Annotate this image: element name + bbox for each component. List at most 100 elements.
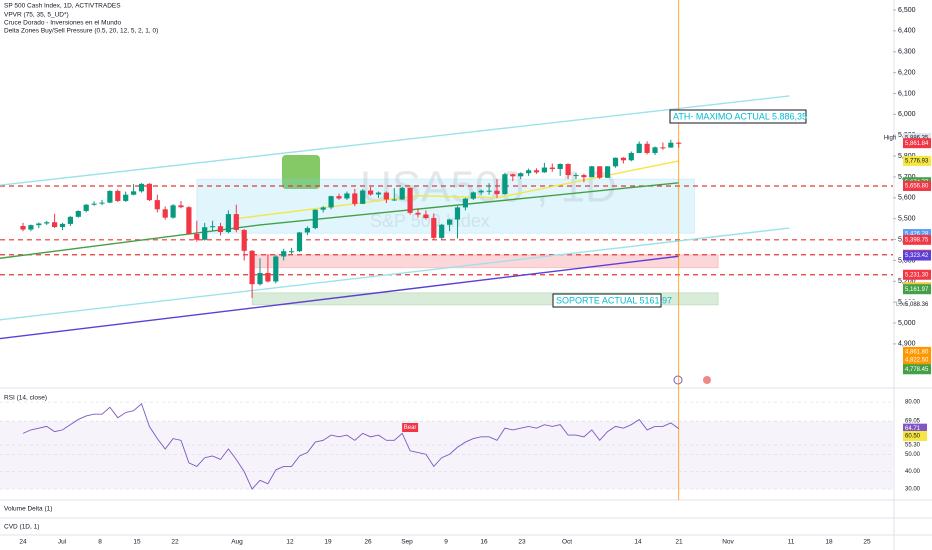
rsi-tick-label: 69.05 — [905, 419, 921, 425]
price-tag — [903, 250, 931, 261]
overlay-line — [0, 227, 790, 321]
y-tick-label: 6,500 — [898, 7, 916, 14]
overlay-line — [0, 182, 679, 259]
price-tag — [903, 364, 931, 375]
candle-body — [502, 174, 508, 195]
candle-body — [431, 218, 437, 238]
candle-body — [75, 210, 81, 217]
candle-body — [154, 200, 160, 210]
price-tag — [903, 234, 931, 245]
price-tag-label: 5,161.97 — [905, 287, 929, 293]
candle-body — [660, 147, 666, 149]
price-tag — [903, 299, 931, 310]
price-tag-label: 5,656.80 — [905, 184, 929, 190]
high-label: High — [884, 136, 896, 142]
candle-body — [447, 219, 453, 225]
candle-body — [170, 205, 176, 218]
candle-body — [83, 204, 89, 211]
candle-body — [296, 232, 303, 252]
candle-body — [344, 193, 350, 199]
overlay-line — [236, 160, 679, 220]
y-tick-label: 6,100 — [898, 90, 916, 97]
candle-body — [565, 164, 571, 176]
candle-body — [289, 251, 295, 253]
x-tick-label: 23 — [518, 539, 526, 546]
rsi-band — [0, 421, 893, 489]
candle-body — [320, 207, 326, 210]
x-tick-label: Jul — [58, 539, 67, 546]
low-label: Low — [896, 302, 908, 308]
candle-body — [423, 214, 429, 219]
watermark: USA500 , 1D — [360, 163, 617, 212]
price-tag-label: 5,861.84 — [905, 141, 929, 147]
y-tick-label: 5,600 — [898, 195, 916, 202]
x-tick-label: 11 — [788, 539, 795, 546]
x-tick-label: 14 — [634, 539, 642, 546]
annotation-text: ATH- MAXIMO ACTUAL 5.886,35 — [673, 111, 807, 121]
y-tick-label: 6,200 — [898, 69, 916, 76]
indicator-label: VPVR (75, 35, 5_UD*) — [4, 12, 69, 19]
candle-body — [138, 183, 145, 192]
x-tick-label: 15 — [133, 539, 141, 546]
price-tag — [903, 155, 931, 166]
y-tick-label: 4,900 — [898, 341, 916, 348]
indicator-label: Cruce Dorado - Inversiones en el Mundo — [4, 20, 121, 27]
candle-body — [478, 190, 484, 193]
candle-body — [454, 207, 461, 220]
y-tick-label: 5,200 — [898, 278, 916, 285]
candle-body — [99, 202, 105, 204]
y-tick-label: 6,000 — [898, 111, 916, 118]
candle-body — [549, 167, 555, 170]
zone — [251, 254, 719, 269]
rsi-tag-label: 60.50 — [905, 434, 921, 440]
candle-body — [518, 173, 524, 177]
candle-body — [439, 224, 445, 238]
price-tag-label: 4,822.50 — [905, 358, 929, 364]
price-tag-label: 4,778.45 — [905, 367, 929, 373]
candle-body — [273, 256, 279, 282]
x-tick-label: 26 — [364, 539, 372, 546]
x-tick-label: 8 — [98, 539, 102, 546]
candle-body — [668, 142, 674, 148]
candle-body — [620, 157, 626, 161]
event-icon — [673, 375, 683, 385]
x-tick-label: 22 — [171, 539, 179, 546]
signal-box — [402, 423, 419, 432]
x-tick-label: Aug — [231, 539, 243, 546]
candle-body — [217, 226, 224, 233]
candle-body — [178, 205, 184, 208]
price-tag-label: 5,426.28 — [905, 232, 929, 238]
annotation-box — [669, 109, 807, 124]
chart-title: SP 500 Cash Index, 1D, ACTIVTRADES — [4, 3, 121, 10]
candle-body — [676, 142, 682, 144]
pane-title: Volume Delta (1) — [4, 506, 52, 513]
overlay-line — [0, 95, 790, 186]
x-tick-label: 25 — [863, 539, 871, 546]
x-tick-label: Nov — [722, 539, 734, 546]
x-tick-label: 19 — [324, 539, 332, 546]
candle-body — [265, 272, 271, 282]
y-tick-label: 6,300 — [898, 49, 916, 56]
candle-body — [36, 223, 42, 226]
rsi-tick-label: 55.30 — [905, 443, 921, 449]
signal-label: Bear — [404, 425, 417, 431]
candle-body — [131, 191, 137, 195]
x-tick-label: Oct — [562, 539, 572, 546]
price-tag — [903, 180, 931, 191]
candle-body — [581, 175, 587, 178]
price-tag — [903, 269, 931, 280]
candle-body — [494, 190, 500, 195]
candle-body — [123, 194, 129, 201]
candle-body — [486, 190, 492, 192]
candle-body — [28, 225, 34, 230]
rsi-title: RSI (14, close) — [4, 395, 47, 402]
candle-body — [52, 222, 58, 228]
pane-title: CVD (1D, 1) — [4, 524, 39, 531]
candle-body — [391, 199, 397, 201]
candle-body — [249, 250, 255, 285]
rsi-tick-label: 30.00 — [905, 487, 921, 493]
indicator-label: Delta Zones Buy/Sell Pressure (0.5, 20, … — [4, 28, 158, 35]
candle-body — [225, 214, 231, 233]
annotation-box — [552, 293, 662, 308]
